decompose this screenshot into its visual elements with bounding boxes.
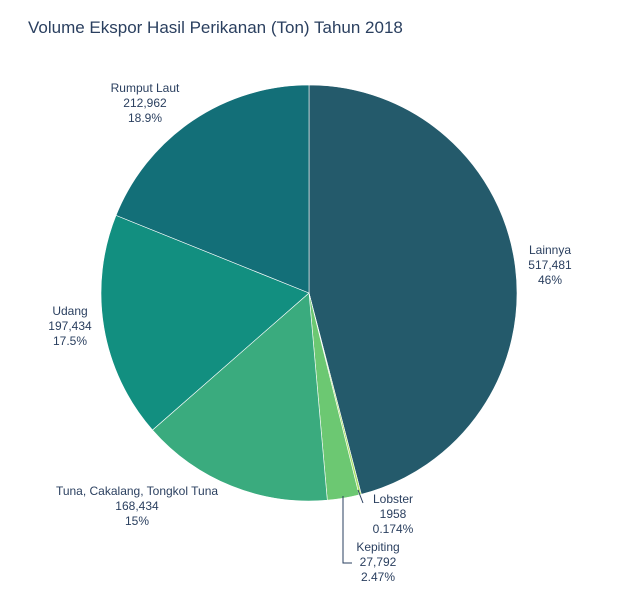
slice-label: Lobster 1958 0.174% bbox=[373, 492, 414, 536]
pie-slice-lainnya bbox=[308, 84, 518, 495]
slice-label: Lainnya 517,481 46% bbox=[528, 243, 572, 287]
pie-slice-udang bbox=[100, 214, 310, 431]
slice-label: Kepiting 27,792 2.47% bbox=[356, 540, 399, 584]
pie-slice-tuna-cakalang-tongkol-tuna bbox=[152, 292, 328, 502]
slice-label: Tuna, Cakalang, Tongkol Tuna 168,434 15% bbox=[56, 484, 218, 528]
slice-label: Udang 197,434 17.5% bbox=[48, 304, 92, 348]
slice-label: Rumput Laut 212,962 18.9% bbox=[111, 81, 180, 125]
chart-title: Volume Ekspor Hasil Perikanan (Ton) Tahu… bbox=[28, 18, 403, 37]
leader-line bbox=[342, 496, 352, 564]
pie-slice-rumput-laut bbox=[115, 84, 310, 294]
leader-line bbox=[357, 489, 364, 504]
